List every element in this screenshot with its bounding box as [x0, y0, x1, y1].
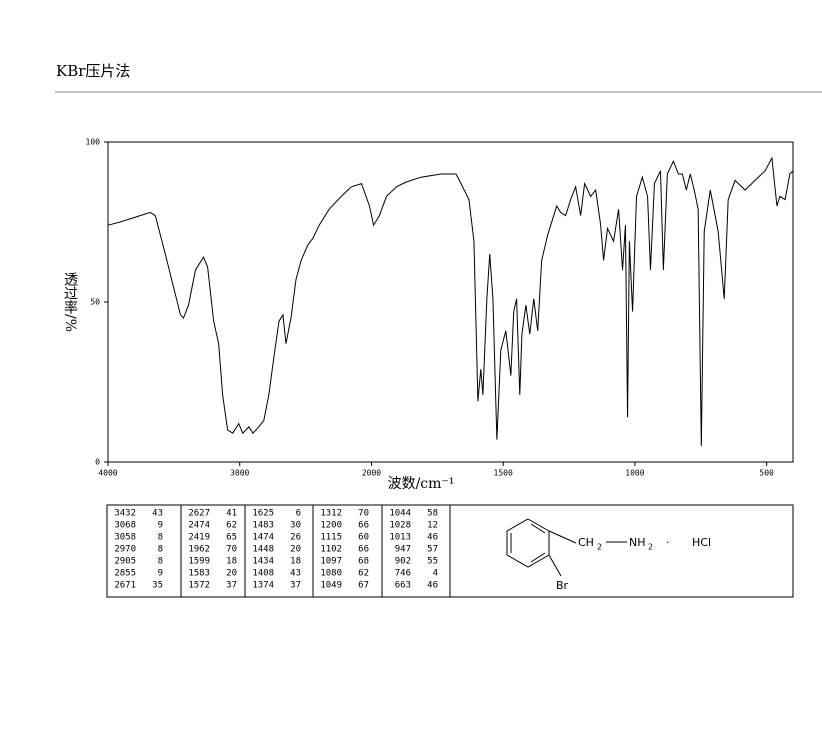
peak-wavenumber: 1312 — [320, 509, 342, 519]
peak-wavenumber: 1044 — [389, 509, 411, 519]
peak-wavenumber: 2419 — [188, 533, 210, 543]
x-tick-label: 2000 — [362, 469, 381, 478]
structure-br: Br — [556, 579, 569, 592]
peak-transmittance: 9 — [158, 521, 163, 531]
peak-wavenumber: 746 — [395, 569, 411, 579]
peak-transmittance: 6 — [296, 509, 301, 519]
peak-wavenumber: 3432 — [114, 509, 136, 519]
peak-transmittance: 70 — [226, 545, 237, 555]
structure-bonds — [506, 518, 627, 577]
peak-wavenumber: 1434 — [252, 557, 274, 567]
peak-transmittance: 8 — [158, 557, 163, 567]
peak-transmittance: 66 — [358, 521, 369, 531]
peak-transmittance: 37 — [290, 581, 301, 591]
peak-transmittance: 68 — [358, 557, 369, 567]
structure-nh: NH — [629, 536, 646, 549]
peak-transmittance: 46 — [427, 533, 438, 543]
structure-ch: CH — [578, 536, 594, 549]
peak-transmittance: 8 — [158, 545, 163, 555]
peak-transmittance: 4 — [433, 569, 438, 579]
peak-wavenumber: 1583 — [188, 569, 210, 579]
peak-wavenumber: 1625 — [252, 509, 274, 519]
peak-transmittance: 18 — [290, 557, 301, 567]
peak-transmittance: 66 — [358, 545, 369, 555]
peak-wavenumber: 1080 — [320, 569, 342, 579]
structure-dot: · — [666, 536, 670, 549]
peak-wavenumber: 1049 — [320, 581, 342, 591]
peak-transmittance: 58 — [427, 509, 438, 519]
peak-transmittance: 46 — [427, 581, 438, 591]
y-tick-label: 100 — [86, 138, 101, 147]
peak-transmittance: 37 — [226, 581, 237, 591]
x-tick-label: 3000 — [230, 469, 249, 478]
peak-transmittance: 62 — [226, 521, 237, 531]
table-dividers — [180, 505, 451, 597]
peak-transmittance: 67 — [358, 581, 369, 591]
peak-transmittance: 70 — [358, 509, 369, 519]
peak-wavenumber: 1013 — [389, 533, 411, 543]
peak-wavenumber: 2970 — [114, 545, 136, 555]
y-tick-label: 0 — [95, 458, 100, 467]
structure-subscript: 2 — [648, 543, 653, 552]
peak-wavenumber: 1028 — [389, 521, 411, 531]
peak-transmittance: 55 — [427, 557, 438, 567]
peak-wavenumber: 902 — [395, 557, 411, 567]
peak-wavenumber: 1962 — [188, 545, 210, 555]
x-axis-label: 波数/cm⁻¹ — [388, 476, 455, 492]
peak-transmittance: 43 — [152, 509, 163, 519]
peak-wavenumber: 3068 — [114, 521, 136, 531]
peak-wavenumber: 1408 — [252, 569, 274, 579]
y-axis-label: 透过率/% — [62, 272, 78, 332]
x-tick-label: 1500 — [494, 469, 513, 478]
peak-wavenumber: 1097 — [320, 557, 342, 567]
peak-wavenumber: 1374 — [252, 581, 274, 591]
peak-transmittance: 8 — [158, 533, 163, 543]
peak-wavenumber: 1474 — [252, 533, 274, 543]
peak-transmittance: 30 — [290, 521, 301, 531]
peak-wavenumber: 1102 — [320, 545, 342, 555]
peak-wavenumber: 1448 — [252, 545, 274, 555]
x-tick-label: 4000 — [98, 469, 117, 478]
peak-transmittance: 65 — [226, 533, 237, 543]
peak-transmittance: 35 — [152, 581, 163, 591]
x-tick-label: 1000 — [625, 469, 644, 478]
peak-transmittance: 60 — [358, 533, 369, 543]
peak-transmittance: 43 — [290, 569, 301, 579]
peak-wavenumber: 947 — [395, 545, 411, 555]
peak-wavenumber: 2905 — [114, 557, 136, 567]
x-tick-label: 500 — [759, 469, 774, 478]
structure-subscript: 2 — [597, 543, 602, 552]
spectrum-line — [107, 156, 794, 447]
peak-transmittance: 20 — [226, 569, 237, 579]
peak-transmittance: 18 — [226, 557, 237, 567]
peak-transmittance: 26 — [290, 533, 301, 543]
plot-frame — [107, 141, 794, 463]
peak-wavenumber: 663 — [395, 581, 411, 591]
peak-wavenumber: 1483 — [252, 521, 274, 531]
peak-wavenumber: 2474 — [188, 521, 210, 531]
peak-transmittance: 12 — [427, 521, 438, 531]
y-tick-label: 50 — [90, 298, 100, 307]
peak-wavenumber: 2855 — [114, 569, 136, 579]
peak-transmittance: 9 — [158, 569, 163, 579]
peak-transmittance: 62 — [358, 569, 369, 579]
peak-wavenumber: 2627 — [188, 509, 210, 519]
peak-transmittance: 41 — [226, 509, 237, 519]
peak-wavenumber: 1599 — [188, 557, 210, 567]
peak-wavenumber: 1200 — [320, 521, 342, 531]
header-title: KBr压片法 — [56, 62, 130, 80]
peak-wavenumber: 1572 — [188, 581, 210, 591]
peak-wavenumber: 1115 — [320, 533, 342, 543]
peak-transmittance: 57 — [427, 545, 438, 555]
peak-wavenumber: 3058 — [114, 533, 136, 543]
peak-transmittance: 20 — [290, 545, 301, 555]
peak-wavenumber: 2671 — [114, 581, 136, 591]
structure-hcl: HCl — [692, 536, 711, 549]
